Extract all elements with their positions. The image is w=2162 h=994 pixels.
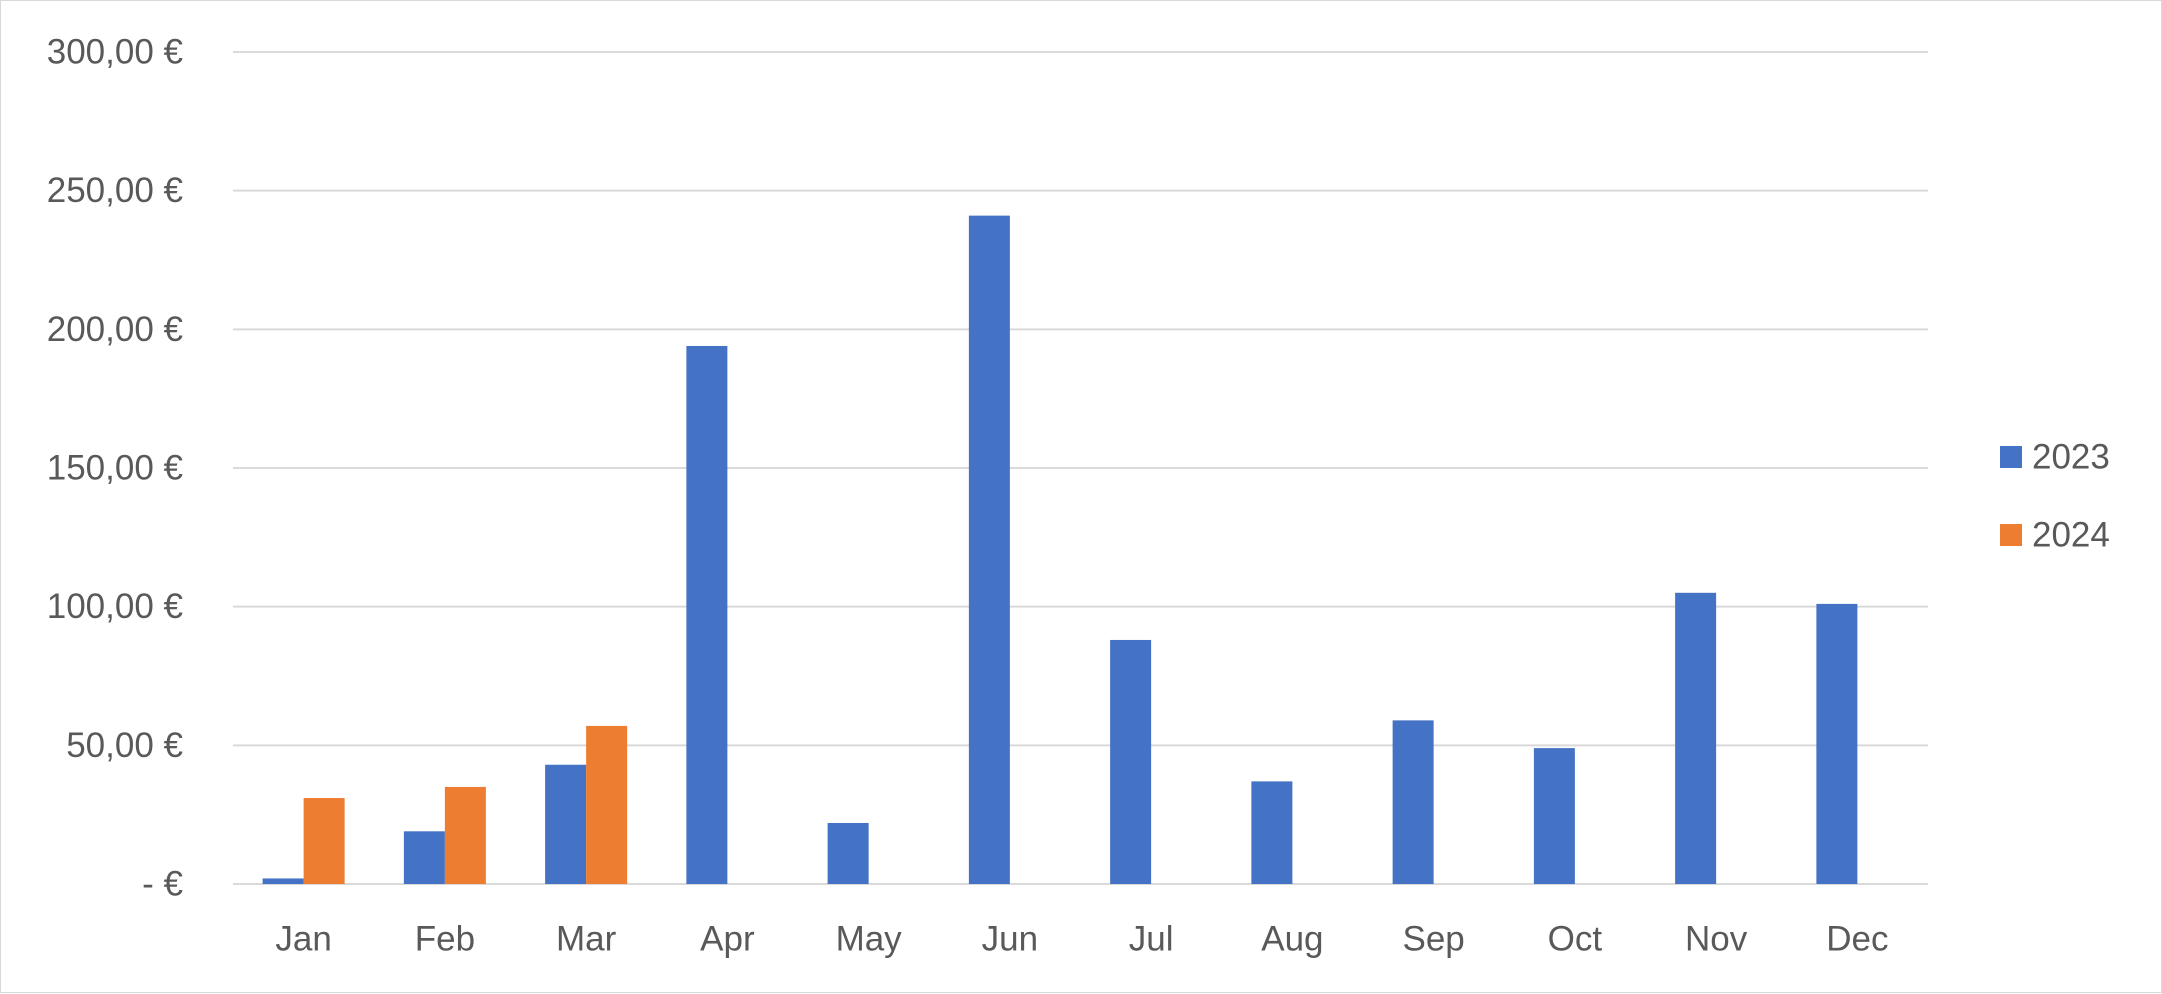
bar-2023-apr <box>686 345 728 884</box>
bar-2023-aug <box>1251 781 1293 884</box>
bar-2023-dec <box>1816 603 1858 884</box>
legend-label-2024: 2024 <box>2032 516 2110 555</box>
x-tick-label-may: May <box>836 920 903 959</box>
y-tick-label: 100,00 € <box>47 587 183 626</box>
bar-2023-nov <box>1675 592 1717 884</box>
bars <box>262 215 1858 885</box>
y-tick-label: 300,00 € <box>47 33 183 72</box>
x-tick-label-aug: Aug <box>1261 920 1323 959</box>
gridlines <box>233 51 1928 885</box>
x-tick-label-oct: Oct <box>1548 920 1603 959</box>
y-tick-label: 250,00 € <box>47 171 183 210</box>
legend-swatch-2024 <box>2000 524 2022 546</box>
x-tick-label-dec: Dec <box>1826 920 1888 959</box>
bar-2023-jun <box>968 215 1010 885</box>
bar-2023-jul <box>1110 639 1152 884</box>
x-tick-label-feb: Feb <box>415 920 475 959</box>
bar-2023-feb <box>403 831 445 884</box>
legend-swatch-2023 <box>2000 446 2022 468</box>
x-axis-ticks: Jan Feb Mar Apr May Jun Jul Aug Sep Oct Nov Dec <box>275 920 1888 959</box>
legend-label-2023: 2023 <box>2032 438 2110 477</box>
x-tick-label-jul: Jul <box>1129 920 1174 959</box>
x-tick-label-apr: Apr <box>700 920 755 959</box>
x-tick-label-jan: Jan <box>275 920 331 959</box>
y-tick-label: 200,00 € <box>47 310 183 349</box>
bar-2023-sep <box>1392 720 1434 884</box>
bar-2023-jan <box>262 878 304 884</box>
y-tick-label: 50,00 € <box>66 726 183 765</box>
x-tick-label-nov: Nov <box>1685 920 1748 959</box>
bar-2023-mar <box>545 764 587 884</box>
y-tick-label: - € <box>142 865 183 904</box>
x-tick-label-sep: Sep <box>1402 920 1464 959</box>
bar-2024-jan <box>303 798 345 884</box>
x-tick-label-jun: Jun <box>982 920 1038 959</box>
bar-2023-may <box>827 822 869 884</box>
bar-2024-mar <box>586 725 628 884</box>
bar-2024-feb <box>444 786 486 884</box>
bar-2023-oct <box>1533 748 1575 884</box>
y-axis-ticks: - € 50,00 € 100,00 € 150,00 € 200,00 € 250,00… <box>47 33 183 904</box>
y-tick-label: 150,00 € <box>47 449 183 488</box>
x-tick-label-mar: Mar <box>556 920 617 959</box>
legend: 2023 2024 <box>2000 438 2110 555</box>
